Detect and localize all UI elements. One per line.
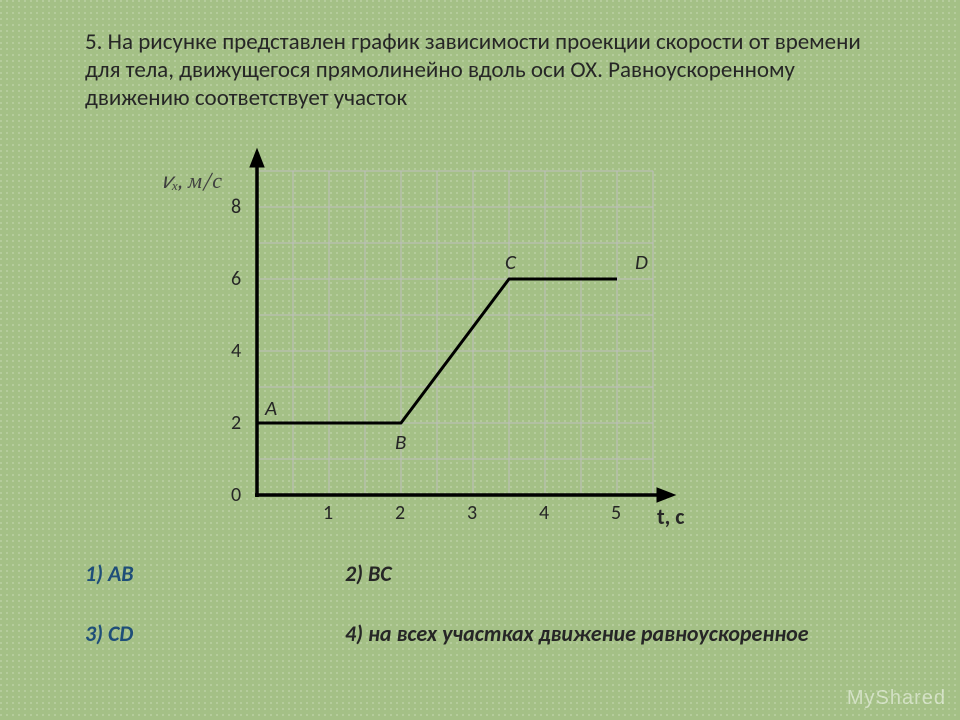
x-tick-label: 5 bbox=[611, 501, 621, 525]
x-tick-label: 4 bbox=[539, 501, 549, 525]
point-label-d: D bbox=[635, 249, 648, 275]
x-tick-label: 2 bbox=[395, 501, 405, 525]
point-label-c: C bbox=[505, 249, 516, 275]
answer-option-1: 1) АВ bbox=[85, 560, 134, 587]
answer-option-4: 4) на всех участках движение равноускоре… bbox=[345, 620, 809, 647]
y-tick-label: 4 bbox=[231, 339, 241, 363]
y-tick-label: 2 bbox=[231, 411, 241, 435]
y-tick-label: 8 bbox=[231, 195, 241, 219]
x-axis-label: t, c bbox=[657, 503, 684, 530]
watermark-text: MyShared bbox=[847, 687, 946, 710]
x-tick-label: 3 bbox=[467, 501, 477, 525]
answer-option-3: 3) CD bbox=[85, 620, 133, 647]
velocity-chart bbox=[0, 0, 960, 720]
point-label-a: A bbox=[265, 395, 277, 421]
x-tick-label: 1 bbox=[323, 501, 333, 525]
point-label-b: B bbox=[395, 429, 406, 455]
y-tick-label: 6 bbox=[231, 267, 241, 291]
y-tick-label: 0 bbox=[231, 483, 241, 507]
answer-option-2: 2) ВС bbox=[345, 560, 392, 587]
